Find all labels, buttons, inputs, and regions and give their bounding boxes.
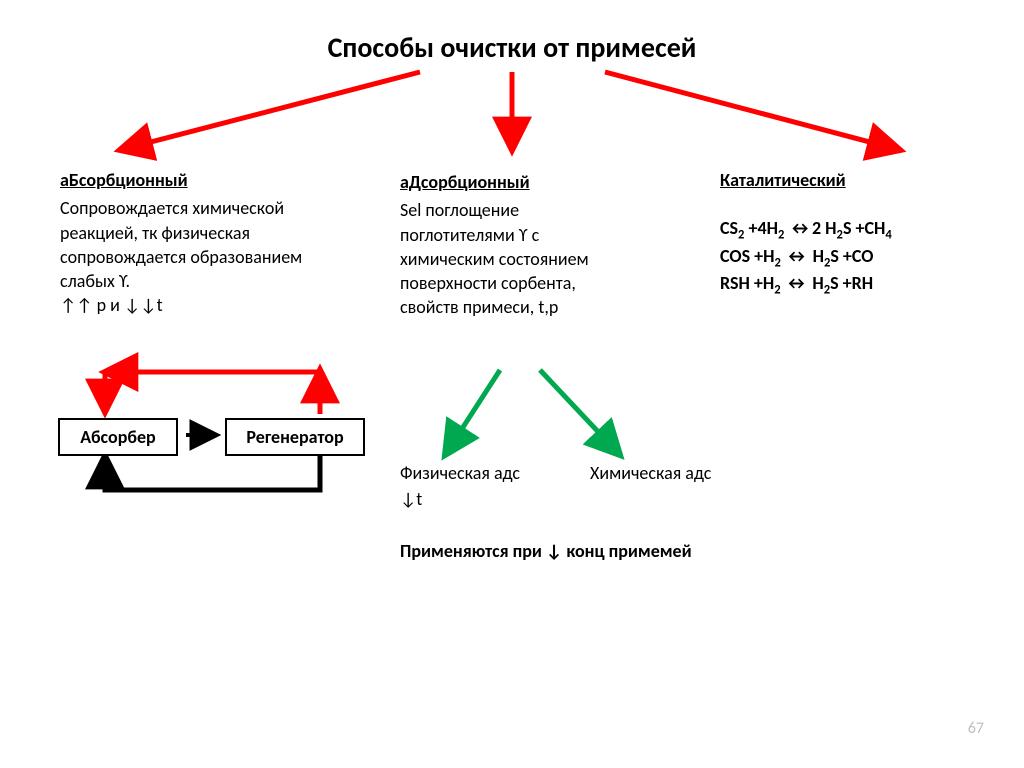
box-regenerator: Регенератор [225,418,365,456]
phys-ads: Физическая адс [400,462,520,484]
col2-line: Sel поглощение [400,198,670,222]
col1-line: слабых ϒ. [60,269,360,293]
col2-line: химическим состоянием [400,247,670,271]
page-title: Способы очистки от примесей [0,30,1024,65]
col2-line: поглотителями ϒ с [400,223,670,247]
col-absorption: аБсорбционный Сопровождается химической … [60,168,360,318]
chem-ads: Химическая адс [590,462,711,484]
bottom-note: Применяются при ↓ конц примемей [400,540,692,562]
arrows-layer [0,0,1024,768]
col1-line: ↑↑ p и ↓↓t [60,293,360,317]
title-arrow-right [605,72,900,150]
col1-line: реакцией, тк физическая [60,221,360,245]
col2-line: поверхности сорбента, [400,271,670,295]
eq2: COS +H2 ↔ H2S +CO [720,244,980,272]
cycle-black [105,454,320,490]
col2-title: аДсорбционный [400,170,670,194]
ads-arrow-left [445,370,500,455]
col1-line: сопровождается образованием [60,245,360,269]
box-absorber: Абсорбер [58,418,178,456]
col1-line: Сопровождается химической [60,196,360,220]
ads-arrow-right [540,370,620,455]
col-catalytic: Каталитический CS2 +4H2 ↔2 H2S +CH4 COS … [720,168,980,299]
below-t: ↓t [400,488,422,510]
eq1: CS2 +4H2 ↔2 H2S +CH4 [720,216,980,244]
col-adsorption: аДсорбционный Sel поглощение поглотителя… [400,170,670,320]
title-arrow-left [120,72,420,150]
page-number: 67 [968,719,984,738]
col1-title: аБсорбционный [60,168,360,192]
col2-line: свойств примеси, t,p [400,295,670,319]
eq3: RSH +H2 ↔ H2S +RH [720,271,980,299]
col3-title: Каталитический [720,168,980,192]
